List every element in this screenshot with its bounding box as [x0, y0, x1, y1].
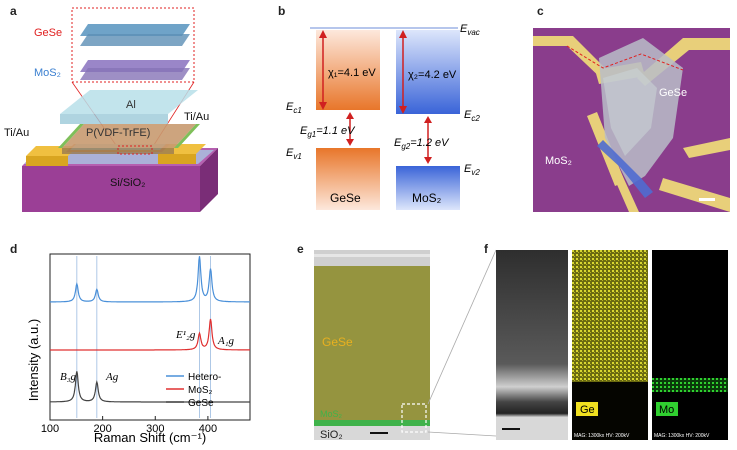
- zoom-region: [401, 403, 427, 433]
- panel-label-f: f: [484, 242, 488, 256]
- label-gese: GeSe: [322, 335, 353, 349]
- label-pvdf: P(VDF-TrFE): [86, 127, 150, 139]
- mos2-lattice-icon: [80, 60, 190, 80]
- panel-label-c: c: [537, 4, 544, 18]
- label-chi2: χ₂=4.2 eV: [408, 69, 457, 81]
- scale-bar: [699, 198, 715, 201]
- x-tick-label: 100: [41, 423, 59, 435]
- mos2-valence-band: [396, 166, 460, 210]
- label-al: Al: [126, 99, 136, 111]
- label-mos2: MoS₂: [320, 409, 343, 419]
- legend-ge: [576, 402, 598, 416]
- peak-label-e2g: E¹₂g: [175, 329, 196, 341]
- scale-bar: [502, 428, 520, 430]
- optical-micrograph: GeSe MoS₂: [533, 28, 730, 212]
- label-contact-right: Ti/Au: [184, 111, 209, 123]
- label-eg2: Eg2=1.2 eV: [394, 137, 450, 151]
- label-material-mos2: MoS₂: [412, 191, 442, 205]
- inset-label-gese: GeSe: [34, 27, 62, 39]
- label-substrate: Si/SiO₂: [110, 177, 145, 189]
- inset-label-mos2: MoS₂: [34, 67, 61, 79]
- label-mos2: MoS₂: [545, 155, 572, 167]
- mag-ge: MAG: 1300kx HV: 200kV: [574, 433, 630, 439]
- legend: Hetero- MoS₂ GeSe: [166, 372, 221, 409]
- label-ec2: Ec2: [464, 109, 480, 123]
- x-tick-label: 200: [93, 423, 111, 435]
- raman-chart: Intensity (a.u.) Raman Shift (cm⁻¹) 100 2…: [26, 253, 251, 445]
- label-ev1: Ev1: [286, 147, 302, 161]
- eds-map-mo: Mo MAG: 1300kx HV: 200kV: [652, 250, 728, 440]
- label-gese: GeSe: [659, 87, 687, 99]
- gese-valence-band: [316, 148, 380, 210]
- mos2-flake: [597, 140, 653, 198]
- pvdf-layer: [62, 124, 196, 148]
- series-line-0: [50, 256, 250, 303]
- label-evac: Evac: [460, 23, 480, 37]
- peak-label-a1g: A₁g: [217, 335, 235, 347]
- panel-label-b: b: [278, 4, 286, 18]
- label-contact-left: Ti/Au: [4, 127, 29, 139]
- label-ge: Ge: [580, 404, 595, 416]
- x-tick-label: 300: [146, 423, 164, 435]
- peak-label-ag: Ag: [105, 371, 119, 383]
- mag-mo: MAG: 1300kx HV: 200kV: [654, 433, 710, 439]
- legend-mo: [656, 402, 678, 416]
- scale-bar: [370, 432, 388, 434]
- series-line-2: [49, 371, 250, 403]
- series-line-1: [50, 318, 250, 351]
- plot-frame: [49, 253, 251, 421]
- x-tick-label: 400: [199, 423, 217, 435]
- label-mo: Mo: [659, 404, 674, 416]
- x-axis-label: Raman Shift (cm⁻¹): [94, 430, 206, 445]
- tem-cross-section: GeSe MoS₂ SiO₂: [314, 250, 430, 440]
- legend-mos2: MoS₂: [188, 385, 213, 396]
- gese-conduction-band: [316, 30, 380, 110]
- mos2-conduction-band: [396, 30, 460, 114]
- haadf-image: [496, 250, 568, 440]
- legend-gese: GeSe: [188, 398, 214, 409]
- zoom-lines: [427, 249, 497, 437]
- label-chi1: χ₁=4.1 eV: [328, 67, 376, 79]
- panel-label-a: a: [10, 4, 17, 18]
- peak-label-b3g: B₃g: [60, 371, 77, 383]
- eds-map-ge: Ge MAG: 1300kx HV: 200kV: [572, 250, 648, 440]
- band-diagram: Evac χ₁=4.1 eV χ₂=4.2 eV Ec1 Ec2 Eg1=1.1…: [286, 23, 480, 210]
- al-layer: [60, 90, 198, 114]
- panel-label-e: e: [297, 242, 304, 256]
- label-ev2: Ev2: [464, 163, 480, 177]
- label-ec1: Ec1: [286, 101, 302, 115]
- y-axis-label: Intensity (a.u.): [26, 319, 41, 401]
- label-material-gese: GeSe: [330, 191, 361, 205]
- label-eg1: Eg1=1.1 eV: [300, 125, 356, 139]
- gese-lattice-icon: [80, 24, 190, 46]
- legend-hetero: Hetero-: [188, 372, 221, 383]
- label-sio2: SiO₂: [320, 429, 343, 440]
- panel-label-d: d: [10, 242, 18, 256]
- device-schematic: GeSe MoS₂ Al P(VDF-TrFE) Ti/Au Ti/Au Si/…: [4, 7, 218, 212]
